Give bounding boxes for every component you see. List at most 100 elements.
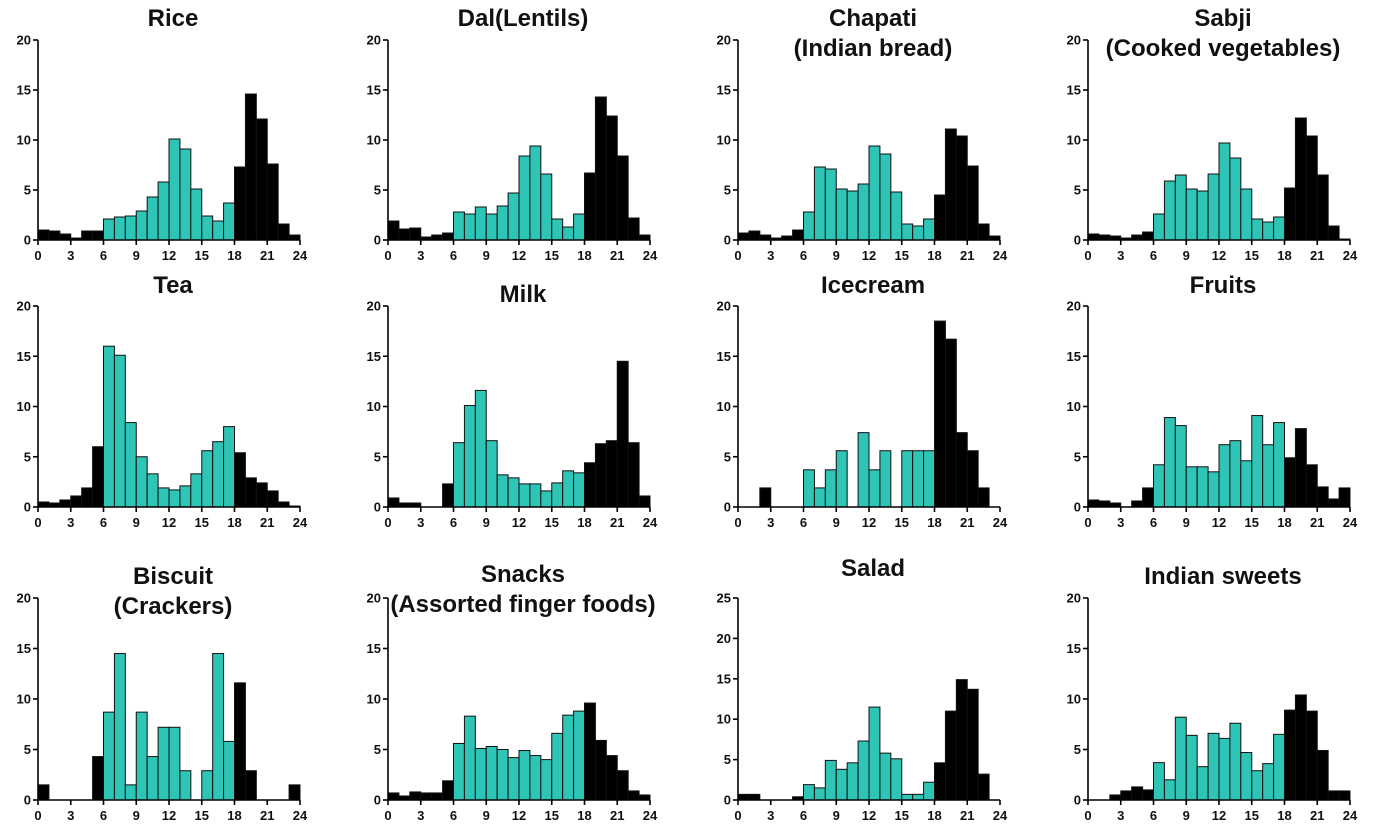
- histogram-bar: [234, 682, 246, 801]
- histogram-bar: [1229, 157, 1242, 241]
- histogram-bar: [398, 228, 411, 241]
- y-tick-label: 10: [17, 692, 31, 707]
- histogram-bar: [857, 740, 870, 801]
- histogram-bar: [890, 191, 903, 241]
- histogram-bar: [803, 784, 815, 801]
- histogram-bar: [966, 450, 979, 508]
- histogram-bar: [1327, 225, 1340, 241]
- x-tick-label: 3: [767, 808, 774, 823]
- y-tick-label: 15: [17, 349, 31, 364]
- histogram-bar: [1229, 722, 1242, 801]
- x-tick-label: 21: [260, 248, 274, 263]
- histogram-panel: Fruits 0 5 10 15 20 0 3 6 9 12 15 18 21 24: [1067, 272, 1358, 530]
- x-tick-label: 12: [162, 248, 176, 263]
- x-tick-label: 9: [133, 808, 140, 823]
- histogram-bar: [1098, 500, 1111, 508]
- histogram-bar: [212, 220, 225, 241]
- histogram-bar: [1153, 213, 1165, 241]
- x-tick-label: 18: [927, 515, 941, 530]
- histogram-bar: [966, 688, 979, 801]
- histogram-bar: [288, 784, 301, 801]
- histogram-bar: [1284, 457, 1296, 508]
- histogram-bar: [223, 740, 236, 801]
- histogram-bar: [627, 217, 640, 241]
- x-tick-label: 3: [67, 248, 74, 263]
- histogram-bar: [1338, 487, 1351, 508]
- histogram-bar: [1153, 464, 1165, 508]
- x-tick-label: 24: [293, 515, 308, 530]
- histogram-bar: [409, 227, 422, 241]
- histogram-bar: [1338, 790, 1351, 801]
- histogram-bar: [1240, 460, 1253, 508]
- x-tick-label: 6: [450, 515, 457, 530]
- histogram-bar: [463, 405, 476, 508]
- panel-title: (Cooked vegetables): [1106, 35, 1341, 62]
- histogram-bar: [573, 472, 586, 508]
- histogram-panel: Snacks (Assorted finger foods) 0 5 10 15 20 0 3 6…: [367, 561, 658, 823]
- x-tick-label: 21: [960, 248, 974, 263]
- x-tick-label: 0: [384, 515, 391, 530]
- histogram-bar: [103, 218, 115, 241]
- x-tick-label: 6: [800, 515, 807, 530]
- x-tick-label: 0: [34, 515, 41, 530]
- x-tick-label: 3: [1117, 248, 1124, 263]
- histogram-bar: [1185, 734, 1198, 801]
- x-tick-label: 18: [227, 248, 241, 263]
- histogram-bar: [1163, 180, 1176, 241]
- histogram-bar: [955, 679, 968, 801]
- panel-title: Tea: [153, 272, 193, 299]
- histogram-bar: [868, 145, 881, 241]
- panel-title: Salad: [841, 555, 905, 582]
- histogram-bar: [474, 747, 487, 801]
- x-tick-label: 24: [643, 515, 658, 530]
- x-tick-label: 9: [1183, 515, 1190, 530]
- histogram-bar: [835, 450, 848, 508]
- y-tick-label: 0: [724, 500, 731, 515]
- x-tick-label: 18: [1277, 808, 1291, 823]
- histogram-bar: [92, 446, 105, 508]
- panel-title: (Crackers): [114, 593, 233, 620]
- x-tick-label: 24: [993, 248, 1008, 263]
- histogram-bar: [923, 218, 936, 241]
- histogram-bar: [857, 432, 870, 508]
- histogram-bar: [1142, 789, 1154, 801]
- x-tick-label: 3: [767, 248, 774, 263]
- histogram-bar: [431, 792, 444, 801]
- panel-title: Rice: [148, 5, 199, 32]
- histogram-bar: [37, 784, 50, 801]
- y-tick-label: 15: [367, 641, 381, 656]
- histogram-bar: [1207, 173, 1220, 241]
- histogram-bar: [1142, 487, 1154, 508]
- y-tick-label: 20: [367, 299, 381, 314]
- histogram-bar: [1251, 770, 1264, 801]
- y-tick-label: 15: [17, 83, 31, 98]
- x-tick-label: 3: [67, 515, 74, 530]
- x-tick-label: 21: [260, 515, 274, 530]
- histogram-bar: [1284, 709, 1296, 801]
- histogram-bar: [1196, 466, 1209, 508]
- panel-title: (Assorted finger foods): [390, 591, 655, 618]
- x-tick-label: 6: [450, 808, 457, 823]
- x-tick-label: 3: [67, 808, 74, 823]
- histogram-bar: [48, 230, 61, 241]
- histogram-bar: [923, 450, 936, 508]
- histogram-bar: [135, 711, 148, 801]
- histogram-bar: [1196, 190, 1209, 241]
- histogram-bar: [573, 213, 586, 241]
- y-tick-label: 5: [374, 449, 381, 464]
- histogram-bar: [453, 742, 465, 801]
- y-tick-label: 10: [17, 133, 31, 148]
- x-tick-label: 0: [734, 808, 741, 823]
- x-tick-label: 9: [483, 248, 490, 263]
- y-tick-label: 20: [1067, 591, 1081, 606]
- x-tick-label: 18: [227, 808, 241, 823]
- histogram-bar: [518, 155, 531, 241]
- histogram-bar: [846, 762, 859, 801]
- y-tick-label: 20: [717, 299, 731, 314]
- y-tick-label: 20: [1067, 33, 1081, 48]
- histogram-bar: [584, 462, 596, 508]
- y-tick-label: 10: [17, 399, 31, 414]
- x-tick-label: 12: [512, 248, 526, 263]
- x-tick-label: 9: [833, 515, 840, 530]
- histogram-bar: [934, 194, 946, 241]
